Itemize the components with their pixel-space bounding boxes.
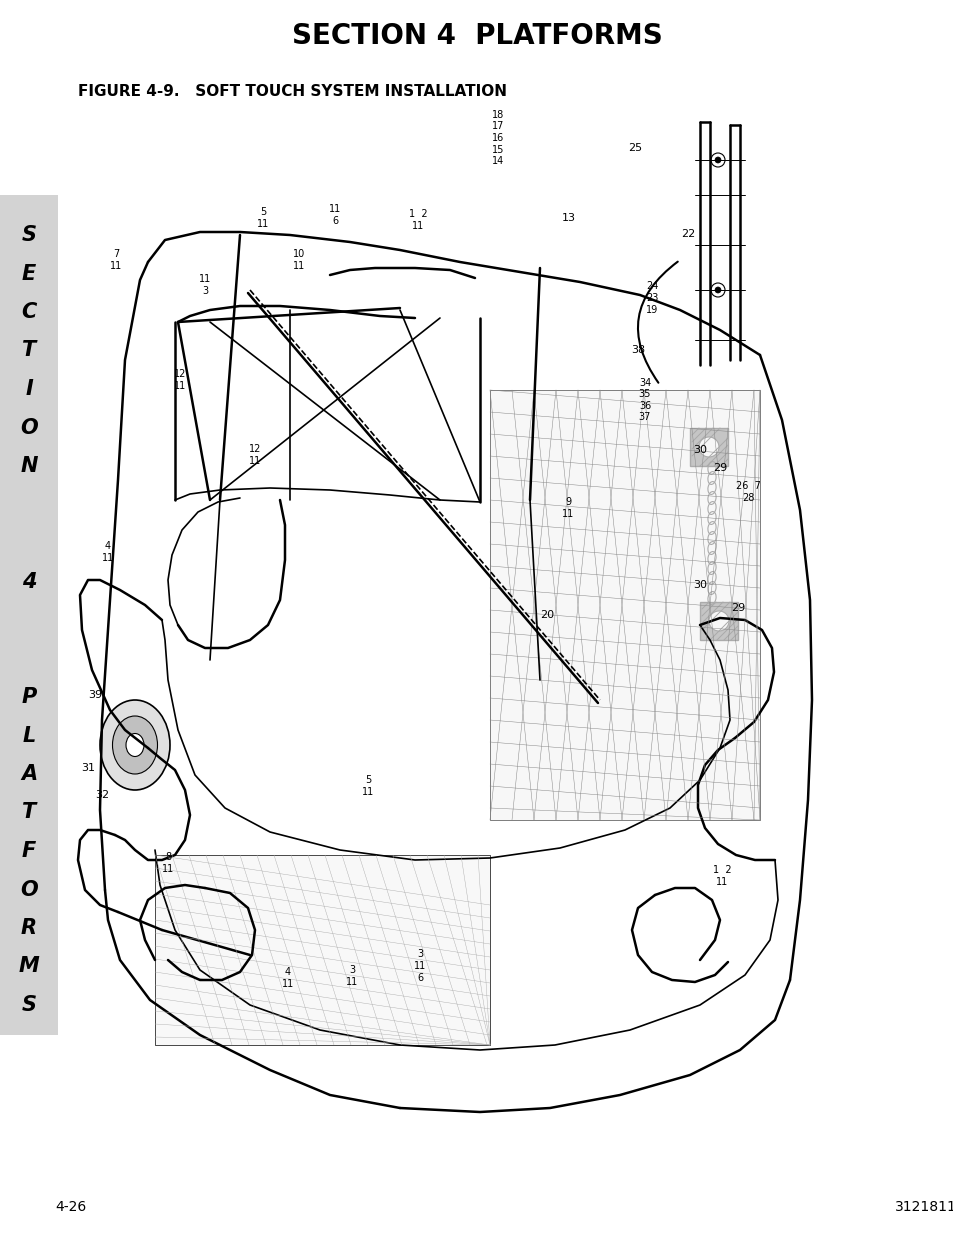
Text: 10
11: 10 11	[293, 249, 305, 270]
Bar	[154, 855, 490, 1045]
Text: 8
11: 8 11	[162, 852, 174, 874]
Text: 4
11: 4 11	[102, 541, 114, 563]
Text: 24
23
19: 24 23 19	[645, 282, 658, 315]
Text: 7
11: 7 11	[110, 249, 122, 270]
Text: 3121811: 3121811	[894, 1200, 953, 1214]
Text: 34
35
36
37: 34 35 36 37	[639, 378, 651, 422]
Circle shape	[699, 437, 719, 457]
Text: 1  2
11: 1 2 11	[712, 866, 731, 887]
Text: 9
11: 9 11	[561, 498, 574, 519]
Circle shape	[710, 153, 724, 167]
Text: O: O	[20, 879, 38, 899]
Bar	[490, 390, 760, 820]
Text: A: A	[21, 764, 37, 784]
Circle shape	[714, 287, 720, 293]
Circle shape	[708, 611, 728, 631]
Text: 30: 30	[692, 580, 706, 590]
Bar	[0, 195, 58, 1035]
Text: M: M	[19, 956, 39, 977]
Text: 12
11: 12 11	[249, 445, 261, 466]
Bar	[689, 429, 727, 466]
Text: 4-26: 4-26	[55, 1200, 86, 1214]
Text: 12
11: 12 11	[173, 369, 186, 390]
Text: P: P	[21, 687, 36, 706]
Text: 3
11: 3 11	[346, 966, 357, 987]
Text: 11
6: 11 6	[329, 204, 341, 226]
Text: 1  2
11: 1 2 11	[408, 209, 427, 231]
Text: 31: 31	[81, 763, 95, 773]
Circle shape	[714, 157, 720, 163]
Text: O: O	[20, 417, 38, 437]
Bar	[700, 601, 738, 640]
Circle shape	[710, 283, 724, 296]
Text: 4
11: 4 11	[281, 967, 294, 989]
Text: 29: 29	[730, 603, 744, 613]
Text: I: I	[25, 379, 32, 399]
Text: 20: 20	[539, 610, 554, 620]
Text: SECTION 4  PLATFORMS: SECTION 4 PLATFORMS	[292, 22, 661, 49]
Text: 39: 39	[88, 690, 102, 700]
Text: FIGURE 4-9.   SOFT TOUCH SYSTEM INSTALLATION: FIGURE 4-9. SOFT TOUCH SYSTEM INSTALLATI…	[78, 84, 506, 100]
Text: F: F	[22, 841, 36, 861]
Text: 22: 22	[680, 228, 695, 240]
Text: 32: 32	[95, 790, 109, 800]
Text: 5
11: 5 11	[256, 207, 269, 228]
Text: C: C	[21, 303, 36, 322]
Text: T: T	[22, 803, 36, 823]
Text: L: L	[22, 725, 35, 746]
Text: 5
11: 5 11	[361, 776, 374, 797]
Ellipse shape	[112, 716, 157, 774]
Text: 29: 29	[712, 463, 726, 473]
Text: R: R	[21, 918, 37, 939]
Text: 38: 38	[630, 345, 644, 354]
Text: 25: 25	[627, 143, 641, 153]
Text: S: S	[22, 225, 36, 245]
Text: 3
11
6: 3 11 6	[414, 950, 426, 983]
Text: 11
3: 11 3	[198, 274, 211, 296]
Text: 18
17
16
15
14: 18 17 16 15 14	[492, 110, 503, 167]
Text: T: T	[22, 341, 36, 361]
Text: 26  7
28: 26 7 28	[735, 482, 760, 503]
Text: 4: 4	[22, 572, 36, 592]
Text: 30: 30	[692, 445, 706, 454]
Ellipse shape	[100, 700, 170, 790]
Text: E: E	[22, 263, 36, 284]
Text: 13: 13	[561, 212, 576, 224]
Ellipse shape	[126, 734, 144, 757]
Text: N: N	[20, 456, 38, 475]
Text: S: S	[22, 995, 36, 1015]
